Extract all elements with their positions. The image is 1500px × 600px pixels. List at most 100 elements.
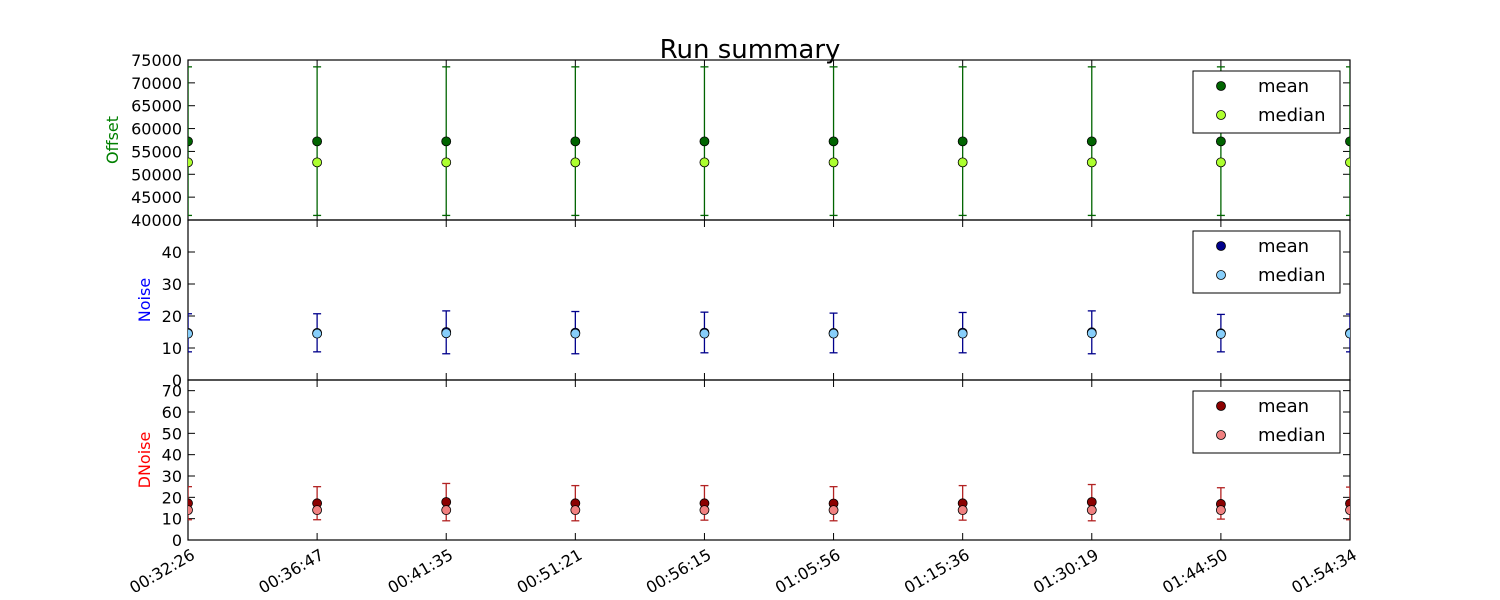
mean-point: [957, 136, 968, 147]
y-tick-label: 30: [162, 467, 182, 486]
y-tick-label: 20: [162, 488, 182, 507]
y-tick-label: 10: [162, 510, 182, 529]
legend-label: median: [1258, 265, 1325, 286]
x-tick-label: 01:44:50: [1159, 545, 1231, 597]
legend-marker: [1216, 241, 1226, 251]
median-point: [1215, 505, 1226, 516]
y-tick-label: 50: [162, 424, 182, 443]
y-tick-label: 30: [162, 275, 182, 294]
median-point: [699, 505, 710, 516]
median-point: [312, 505, 323, 516]
x-tick-label: 00:36:47: [255, 545, 327, 597]
legend-marker: [1216, 401, 1226, 411]
mean-point: [441, 136, 452, 147]
median-point: [441, 505, 452, 516]
median-point: [1345, 505, 1350, 516]
legend-label: median: [1258, 105, 1325, 126]
mean-point: [1345, 136, 1350, 147]
median-point: [699, 157, 710, 168]
legend-label: mean: [1258, 396, 1309, 417]
legend-marker: [1216, 430, 1226, 440]
y-axis-label: Noise: [135, 278, 154, 322]
median-point: [441, 157, 452, 168]
mean-point: [828, 136, 839, 147]
y-tick-label: 60: [162, 403, 182, 422]
x-tick-label: 00:32:26: [126, 545, 198, 597]
median-point: [957, 157, 968, 168]
y-tick-label: 0: [172, 371, 182, 390]
mean-point: [441, 497, 452, 507]
y-tick-label: 40000: [131, 211, 182, 230]
legend-label: median: [1258, 425, 1325, 446]
median-point: [1215, 329, 1226, 339]
x-tick-label: 01:05:56: [772, 545, 844, 597]
median-point: [312, 328, 323, 339]
x-tick-label: 01:54:34: [1288, 545, 1360, 597]
plot-frame: [187, 379, 1351, 541]
legend-marker: [1216, 110, 1226, 120]
median-point: [570, 157, 581, 168]
median-point: [828, 328, 839, 339]
noise-panel: 0 10 20 30 40 Noise mean median: [135, 219, 1351, 390]
y-tick-label: 50000: [131, 165, 182, 184]
plot-area: [188, 310, 1350, 355]
y-tick-label: 70: [162, 382, 182, 401]
offset-panel: 40000 45000 50000 55000 60000 65000 70000 75000…: [103, 51, 1351, 230]
plot-area: [188, 66, 1350, 217]
median-point: [828, 505, 839, 516]
median-point: [1345, 157, 1350, 168]
median-point: [957, 505, 968, 516]
median-point: [699, 328, 710, 339]
y-axis-label: Offset: [103, 116, 122, 164]
x-tick-label: 01:30:19: [1030, 545, 1102, 597]
mean-point: [1086, 497, 1097, 507]
mean-point: [1215, 136, 1226, 147]
legend: mean median: [1192, 70, 1341, 134]
y-axis-label: DNoise: [135, 432, 154, 489]
y-tick-label: 60000: [131, 120, 182, 139]
plot-area: [188, 482, 1350, 522]
plot-frame: [187, 59, 1351, 221]
legend-label: mean: [1258, 236, 1309, 257]
x-tick-label: 00:41:35: [384, 545, 456, 597]
y-tick-label: 40: [162, 446, 182, 465]
median-point: [1215, 157, 1226, 168]
median-point: [957, 328, 968, 339]
legend-frame: [1192, 230, 1341, 294]
legend-label: mean: [1258, 76, 1309, 97]
legend: mean median: [1192, 230, 1341, 294]
median-point: [312, 157, 323, 168]
mean-point: [188, 136, 193, 147]
y-tick-label: 70000: [131, 74, 182, 93]
median-point: [188, 157, 193, 168]
median-point: [441, 328, 452, 339]
y-tick-label: 20: [162, 307, 182, 326]
median-point: [1086, 157, 1097, 168]
legend-marker: [1216, 270, 1226, 280]
median-point: [570, 328, 581, 339]
mean-point: [312, 136, 323, 147]
median-point: [828, 157, 839, 168]
y-tick-label: 10: [162, 339, 182, 358]
dnoise-panel: 0 10 20 30 40 50 60 70 DNoise mean median 00:32:26 0…: [126, 379, 1360, 597]
mean-point: [699, 136, 710, 147]
y-tick-label: 75000: [131, 51, 182, 70]
legend-frame: [1192, 70, 1341, 134]
y-tick-label: 65000: [131, 97, 182, 116]
median-point: [1086, 328, 1097, 339]
median-point: [188, 328, 193, 339]
x-tick-label: 01:15:36: [901, 545, 973, 597]
y-tick-label: 40: [162, 243, 182, 262]
mean-point: [1086, 136, 1097, 147]
median-point: [188, 505, 193, 516]
legend: mean median: [1192, 390, 1341, 454]
y-tick-label: 0: [172, 531, 182, 550]
median-point: [1086, 505, 1097, 516]
plot-frame: [187, 219, 1351, 381]
median-point: [570, 505, 581, 516]
mean-point: [570, 136, 581, 147]
legend-marker: [1216, 81, 1226, 91]
y-tick-label: 55000: [131, 142, 182, 161]
y-tick-label: 45000: [131, 188, 182, 207]
